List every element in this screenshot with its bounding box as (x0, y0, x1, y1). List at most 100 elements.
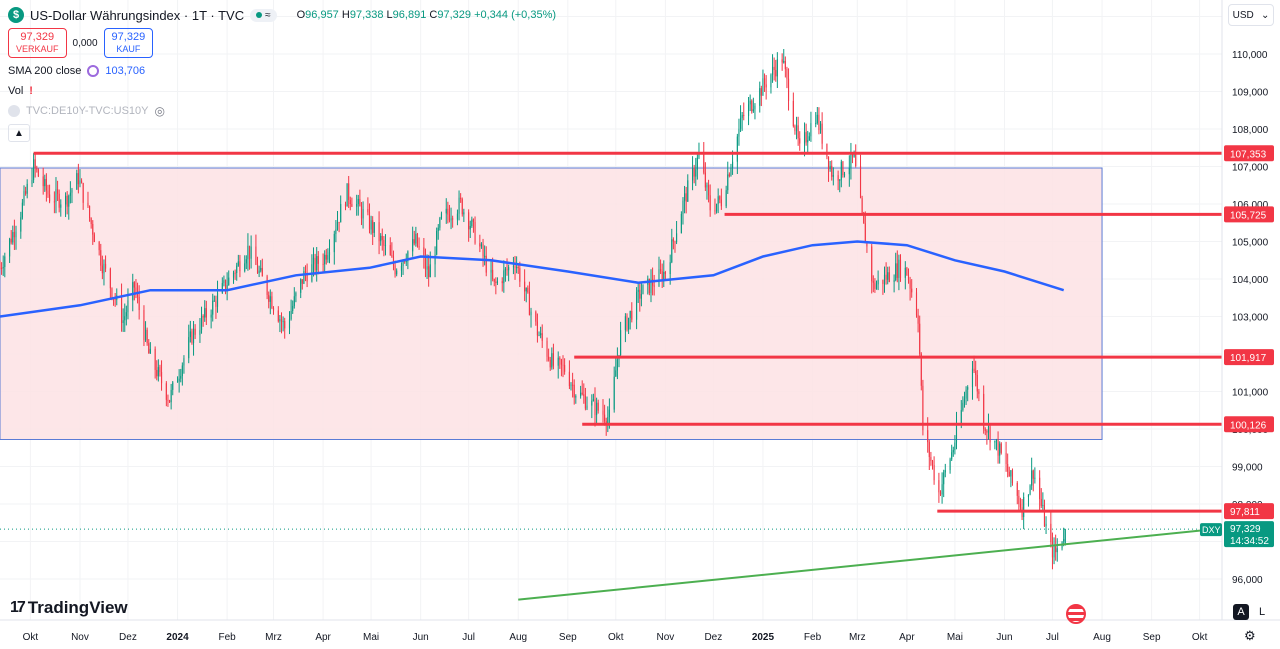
candle-body (799, 138, 801, 144)
candle-body (743, 114, 745, 116)
candle-body (359, 198, 361, 207)
candle-body (639, 289, 641, 299)
candle-body (221, 283, 223, 293)
candle-body (176, 381, 179, 383)
candle-body (210, 314, 212, 318)
tradingview-logo[interactable]: 17 TradingView (10, 598, 128, 618)
candle-body (136, 292, 139, 297)
auto-scale-button[interactable]: A (1233, 604, 1249, 620)
level-price-label-bg (1224, 416, 1274, 433)
candle-body (519, 268, 521, 282)
candle-body (133, 282, 135, 288)
candle-body (333, 233, 335, 253)
candle-body (559, 357, 561, 360)
warning-icon[interactable]: ! (29, 85, 33, 97)
x-tick-label: Sep (559, 632, 577, 643)
candle-body (346, 183, 348, 207)
candle-body (205, 308, 207, 318)
candle-body (893, 280, 895, 283)
candle-body (304, 271, 307, 274)
candle-body (429, 264, 431, 278)
candle-body (146, 329, 148, 344)
resistance-support-zone (0, 167, 1103, 440)
candle-body (615, 370, 617, 377)
candle-body (317, 256, 319, 264)
candle-body (875, 284, 878, 289)
candle-body (0, 267, 1, 269)
candle-body (92, 223, 94, 235)
candle-body (284, 321, 286, 329)
candle-body (437, 227, 439, 232)
candle-body (698, 152, 700, 158)
candle-body (234, 272, 236, 274)
candle-body (111, 288, 113, 298)
candle-body (536, 321, 538, 336)
candle-body (741, 114, 743, 118)
us-flag-event-icon[interactable] (1066, 604, 1086, 624)
candle-body (807, 140, 809, 143)
candle-body (244, 263, 246, 272)
candle-body (899, 259, 902, 278)
compare-indicator[interactable]: TVC:DE10Y-TVC:US10Y ◎ (8, 104, 556, 118)
candle-body (484, 255, 486, 257)
candle-body (527, 287, 529, 293)
candle-body (87, 202, 89, 207)
symbol-title[interactable]: US-Dollar Währungsindex · 1T · TVC (30, 7, 245, 23)
candle-body (671, 239, 673, 263)
candle-body (89, 206, 91, 219)
candle-body (77, 173, 79, 185)
x-tick-label: Feb (219, 632, 237, 643)
market-status-pill[interactable]: ≈ (250, 8, 277, 22)
candle-body (552, 353, 554, 366)
candle-body (949, 459, 951, 471)
currency-button[interactable]: USD ⌄ (1228, 4, 1274, 26)
candle-body (357, 198, 359, 205)
candle-body (271, 296, 273, 309)
candle-body (749, 100, 751, 105)
candle-body (42, 176, 44, 187)
candle-body (730, 167, 732, 176)
candle-body (692, 168, 694, 181)
y-tick-label: 110,000 (1232, 50, 1268, 61)
candle-body (653, 285, 655, 287)
x-tick-label: Dez (704, 632, 722, 643)
candle-body (786, 69, 788, 79)
candle-body (506, 268, 508, 271)
candle-body (472, 219, 475, 222)
collapse-legend-button[interactable]: ▲ (8, 124, 30, 142)
candle-body (805, 132, 807, 143)
bar-countdown: 14:34:52 (1230, 536, 1269, 547)
candle-body (9, 238, 11, 257)
buy-button[interactable]: 97,329 KAUF (103, 28, 154, 58)
candle-body (4, 256, 6, 267)
candle-body (562, 364, 564, 366)
volume-indicator[interactable]: Vol ! (8, 84, 556, 98)
candle-body (792, 100, 794, 127)
candle-body (178, 378, 180, 382)
log-scale-button[interactable]: L (1258, 606, 1266, 618)
candle-body (23, 191, 25, 203)
candle-body (122, 320, 124, 324)
candle-body (1018, 495, 1020, 504)
candle-body (803, 132, 806, 144)
candle-body (44, 178, 46, 187)
candle-body (279, 319, 281, 322)
candle-body (784, 61, 786, 70)
hidden-eye-icon[interactable]: ◎ (154, 104, 165, 118)
symbol-tag: DXY (1202, 525, 1221, 535)
candle-body (962, 402, 964, 411)
candle-body (546, 340, 548, 357)
candle-body (1011, 470, 1014, 483)
gear-icon[interactable]: ⚙ (1244, 628, 1256, 643)
open-value: 96,957 (305, 9, 339, 21)
candle-body (36, 167, 38, 170)
candle-body (685, 193, 687, 202)
sma-value: 103,706 (105, 65, 146, 77)
sell-button[interactable]: 97,329 VERKAUF (8, 28, 67, 58)
candle-body (738, 128, 740, 137)
x-tick-label: Nov (656, 632, 674, 643)
candle-body (378, 222, 380, 242)
sma-indicator[interactable]: SMA 200 close 103,706 (8, 64, 556, 78)
candle-body (223, 280, 225, 284)
